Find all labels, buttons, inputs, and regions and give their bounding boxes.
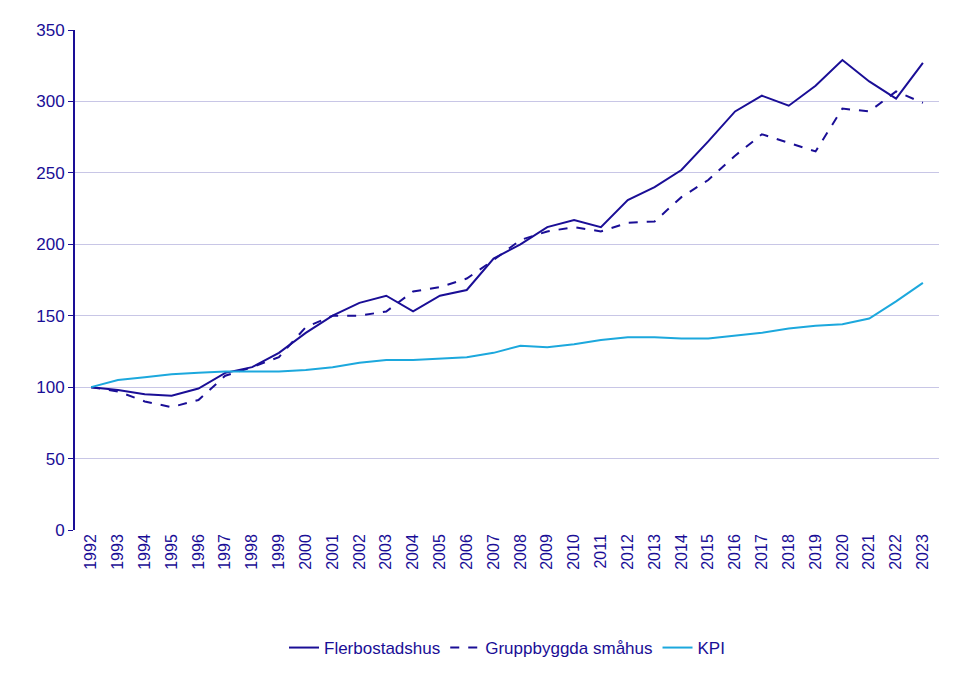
svg-text:2005: 2005 bbox=[431, 534, 448, 570]
svg-text:2006: 2006 bbox=[458, 534, 475, 570]
svg-text:2011: 2011 bbox=[592, 534, 609, 569]
svg-text:1994: 1994 bbox=[136, 534, 153, 570]
svg-text:1993: 1993 bbox=[109, 534, 126, 570]
svg-text:1997: 1997 bbox=[216, 534, 233, 570]
svg-text:Flerbostadshus: Flerbostadshus bbox=[324, 639, 440, 658]
svg-text:2004: 2004 bbox=[404, 534, 421, 570]
svg-text:KPI: KPI bbox=[698, 639, 725, 658]
svg-text:2020: 2020 bbox=[834, 534, 851, 570]
svg-text:2021: 2021 bbox=[860, 534, 877, 570]
svg-text:350: 350 bbox=[36, 21, 64, 40]
svg-text:300: 300 bbox=[36, 92, 64, 111]
svg-text:2009: 2009 bbox=[538, 534, 555, 570]
svg-text:200: 200 bbox=[36, 235, 64, 254]
svg-text:1999: 1999 bbox=[270, 534, 287, 570]
svg-text:Gruppbyggda småhus: Gruppbyggda småhus bbox=[485, 639, 652, 658]
svg-text:2008: 2008 bbox=[512, 534, 529, 570]
svg-text:2015: 2015 bbox=[699, 534, 716, 570]
svg-text:2003: 2003 bbox=[377, 534, 394, 570]
svg-text:2002: 2002 bbox=[351, 534, 368, 570]
svg-text:50: 50 bbox=[46, 450, 65, 469]
svg-text:2023: 2023 bbox=[914, 534, 931, 570]
svg-text:1992: 1992 bbox=[82, 534, 99, 570]
svg-text:2001: 2001 bbox=[324, 534, 341, 570]
svg-text:2007: 2007 bbox=[485, 534, 502, 570]
svg-text:1995: 1995 bbox=[163, 534, 180, 570]
svg-text:2000: 2000 bbox=[297, 534, 314, 570]
svg-text:2022: 2022 bbox=[887, 534, 904, 570]
svg-text:2013: 2013 bbox=[646, 534, 663, 570]
svg-text:2019: 2019 bbox=[807, 534, 824, 570]
svg-text:2012: 2012 bbox=[619, 534, 636, 570]
svg-text:250: 250 bbox=[36, 164, 64, 183]
svg-text:2018: 2018 bbox=[780, 534, 797, 570]
svg-text:100: 100 bbox=[36, 378, 64, 397]
svg-text:1998: 1998 bbox=[243, 534, 260, 570]
svg-text:2016: 2016 bbox=[726, 534, 743, 570]
svg-text:1996: 1996 bbox=[190, 534, 207, 570]
svg-text:2010: 2010 bbox=[565, 534, 582, 570]
svg-text:0: 0 bbox=[55, 521, 64, 540]
svg-text:150: 150 bbox=[36, 307, 64, 326]
svg-text:2017: 2017 bbox=[753, 534, 770, 570]
svg-text:2014: 2014 bbox=[673, 534, 690, 570]
